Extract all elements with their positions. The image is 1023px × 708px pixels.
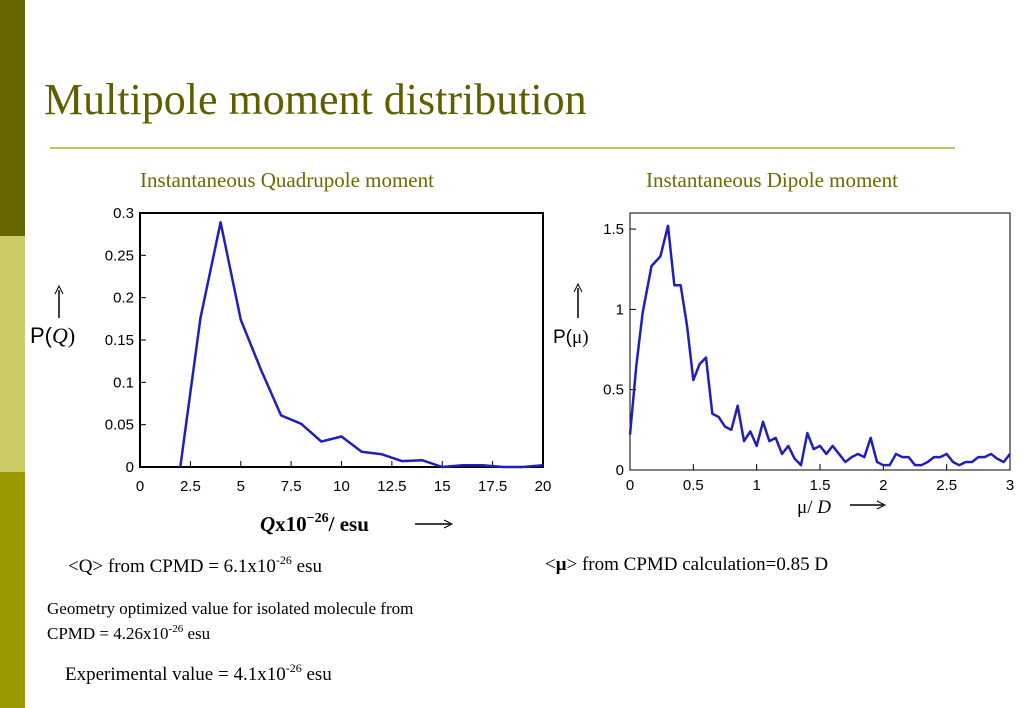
- y-tick-label: 0.1: [113, 374, 134, 391]
- x-tick-label: 10: [333, 478, 350, 495]
- arrow-head: [54, 284, 64, 295]
- arrow-head: [876, 500, 887, 510]
- x-tick-label: 1: [752, 477, 760, 494]
- plot-frame: [629, 212, 1011, 471]
- side-bar-middle: [0, 236, 25, 472]
- x-tick-label: 20: [535, 478, 552, 495]
- y-tick-label: 0.2: [113, 290, 134, 307]
- y-tick-label: 0.15: [105, 332, 134, 349]
- x-axis-label: Qx10−26/ esu: [260, 511, 369, 536]
- x-tick-label: 2.5: [936, 477, 957, 494]
- x-tick-label: 5: [237, 478, 245, 495]
- plot-frame: [139, 212, 544, 468]
- x-tick-label: 15: [434, 478, 451, 495]
- y-axis-label: P(Q): [30, 323, 75, 348]
- note: <Q> from CPMD = 6.1x10-26 esu: [68, 553, 322, 577]
- data-line: [628, 224, 1011, 467]
- note: CPMD = 4.26x10-26 esu: [47, 623, 211, 643]
- y-tick-label: 0.05: [105, 417, 134, 434]
- x-tick-label: 17.5: [478, 478, 507, 495]
- x-tick-label: 7.5: [281, 478, 302, 495]
- x-tick-label: 0: [136, 478, 144, 495]
- y-tick-label: 0.5: [603, 382, 624, 399]
- x-tick-label: 3: [1006, 477, 1014, 494]
- x-axis-label: μ/ D: [797, 497, 831, 518]
- chart-title: Instantaneous Quadrupole moment: [140, 168, 434, 192]
- x-tick-label: 2: [879, 477, 887, 494]
- y-tick-label: 0: [616, 462, 624, 479]
- note: Experimental value = 4.1x10-26 esu: [65, 661, 332, 685]
- data-line: [179, 221, 544, 469]
- note: <μ> from CPMD calculation=0.85 D: [545, 554, 828, 575]
- note: Geometry optimized value for isolated mo…: [47, 599, 413, 618]
- slide-title: Multipole moment distribution: [44, 75, 587, 124]
- side-bar-bottom: [0, 472, 25, 708]
- y-tick-label: 1: [616, 301, 624, 318]
- x-tick-label: 0: [626, 477, 634, 494]
- x-tick-label: 1.5: [810, 477, 831, 494]
- y-axis-label: P(μ): [553, 327, 589, 348]
- x-tick-label: 0.5: [683, 477, 704, 494]
- y-tick-label: 0.25: [105, 247, 134, 264]
- arrow-head: [443, 519, 454, 529]
- x-tick-label: 12.5: [377, 478, 406, 495]
- side-bar-top: [0, 0, 25, 236]
- y-tick-label: 1.5: [603, 221, 624, 238]
- y-tick-label: 0.3: [113, 205, 134, 222]
- y-tick-label: 0: [126, 459, 134, 476]
- chart-title: Instantaneous Dipole moment: [646, 168, 898, 192]
- arrow-head: [573, 282, 583, 293]
- x-tick-label: 2.5: [180, 478, 201, 495]
